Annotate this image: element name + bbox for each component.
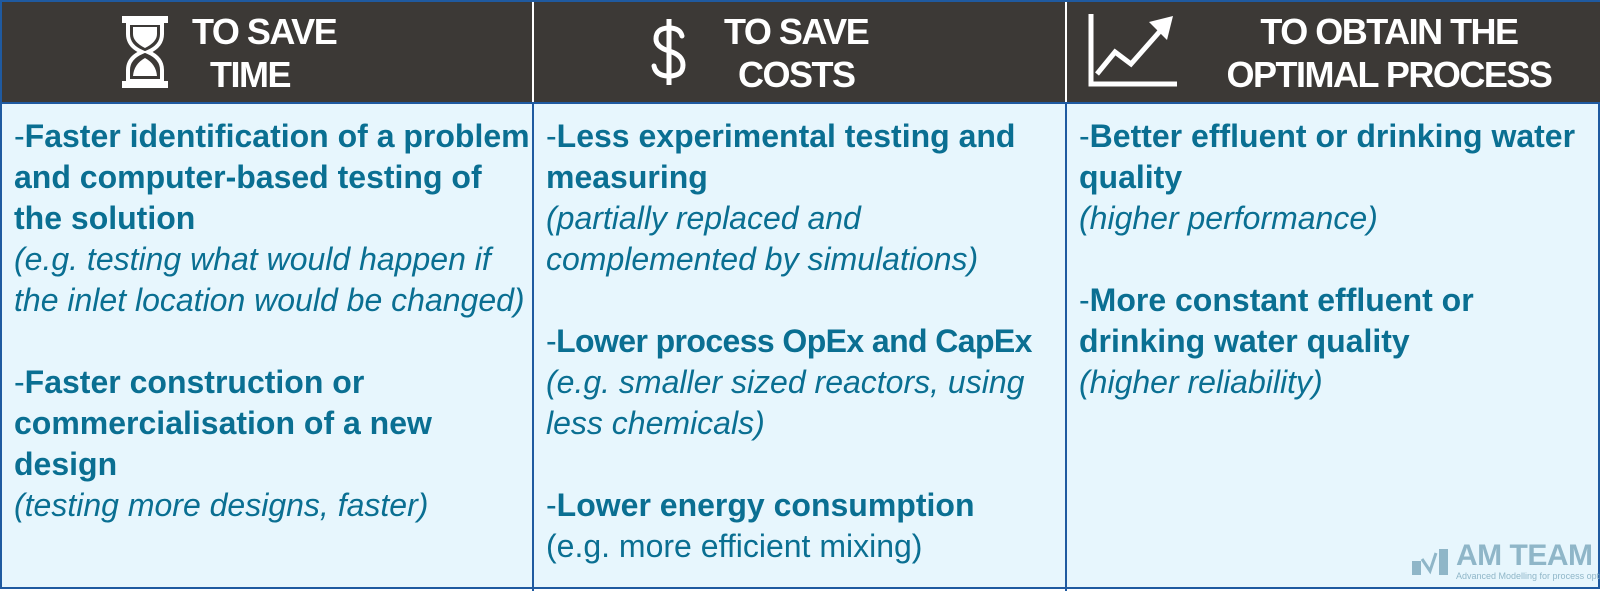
item-note: (e.g. smaller sized reactors, using less… — [546, 364, 1025, 441]
list-item: -Better effluent or drinking water quali… — [1079, 116, 1600, 239]
item-dash: - — [1079, 118, 1090, 154]
column-save-time: -Faster identification of a problem and … — [2, 102, 534, 591]
hourglass-icon — [122, 16, 168, 88]
item-note: (testing more designs, faster) — [14, 487, 429, 523]
logo-tagline: Advanced Modelling for process optimisat… — [1456, 571, 1600, 581]
item-dash: - — [546, 487, 557, 523]
item-title: More constant effluent or drinking water… — [1079, 282, 1474, 359]
trend-up-chart-icon — [1088, 14, 1177, 87]
header-optimal-process: TO OBTAIN THE OPTIMAL PROCESS — [1067, 2, 1600, 102]
list-item: -Lower process OpEx and CapEx (e.g. smal… — [546, 321, 1065, 444]
header-line-1: TO SAVE — [724, 11, 870, 52]
list-item: -More constant effluent or drinking wate… — [1079, 280, 1600, 403]
item-title: Less experimental testing and measuring — [546, 118, 1016, 195]
item-dash: - — [546, 323, 557, 359]
item-note: (e.g. testing what would happen if the i… — [14, 241, 525, 318]
list-item: -Faster identification of a problem and … — [14, 116, 532, 321]
list-item: -Faster construction or commercialisatio… — [14, 362, 532, 526]
list-item: -Lower energy consumption (e.g. more eff… — [546, 485, 1065, 567]
column-optimal-process: -Better effluent or drinking water quali… — [1067, 102, 1600, 591]
item-title: Lower energy consumption — [556, 487, 975, 523]
header-line-1: TO OBTAIN THE — [1260, 11, 1519, 52]
item-dash: - — [14, 118, 25, 154]
header-save-time: TO SAVE TIME — [2, 2, 534, 102]
header-save-costs: TO SAVE COSTS — [534, 2, 1067, 102]
list-item: -Less experimental testing and measuring… — [546, 116, 1065, 280]
item-note: (e.g. more efficient mixing) — [546, 528, 923, 564]
dollar-icon — [651, 19, 686, 85]
header-line-2: OPTIMAL PROCESS — [1226, 54, 1553, 95]
am-team-logo: AM TEAM Advanced Modelling for process o… — [1412, 539, 1600, 583]
item-note: (higher performance) — [1079, 200, 1378, 236]
item-title: Faster construction or commercialisation… — [14, 364, 432, 482]
item-title: Lower process OpEx and CapEx — [556, 323, 1032, 359]
logo-name: AM TEAM — [1456, 539, 1593, 572]
item-note: (higher reliability) — [1079, 364, 1323, 400]
header-line-2: TIME — [210, 54, 292, 95]
item-title: Faster identification of a problem and c… — [14, 118, 530, 236]
item-title: Better effluent or drinking water qualit… — [1079, 118, 1576, 195]
logo-mark-icon — [1412, 549, 1448, 575]
header-line-1: TO SAVE — [192, 11, 338, 52]
item-dash: - — [1079, 282, 1090, 318]
column-save-costs: -Less experimental testing and measuring… — [534, 102, 1067, 591]
item-dash: - — [546, 118, 557, 154]
item-dash: - — [14, 364, 25, 400]
header-line-2: COSTS — [738, 54, 856, 95]
item-note: (partially replaced and complemented by … — [546, 200, 979, 277]
